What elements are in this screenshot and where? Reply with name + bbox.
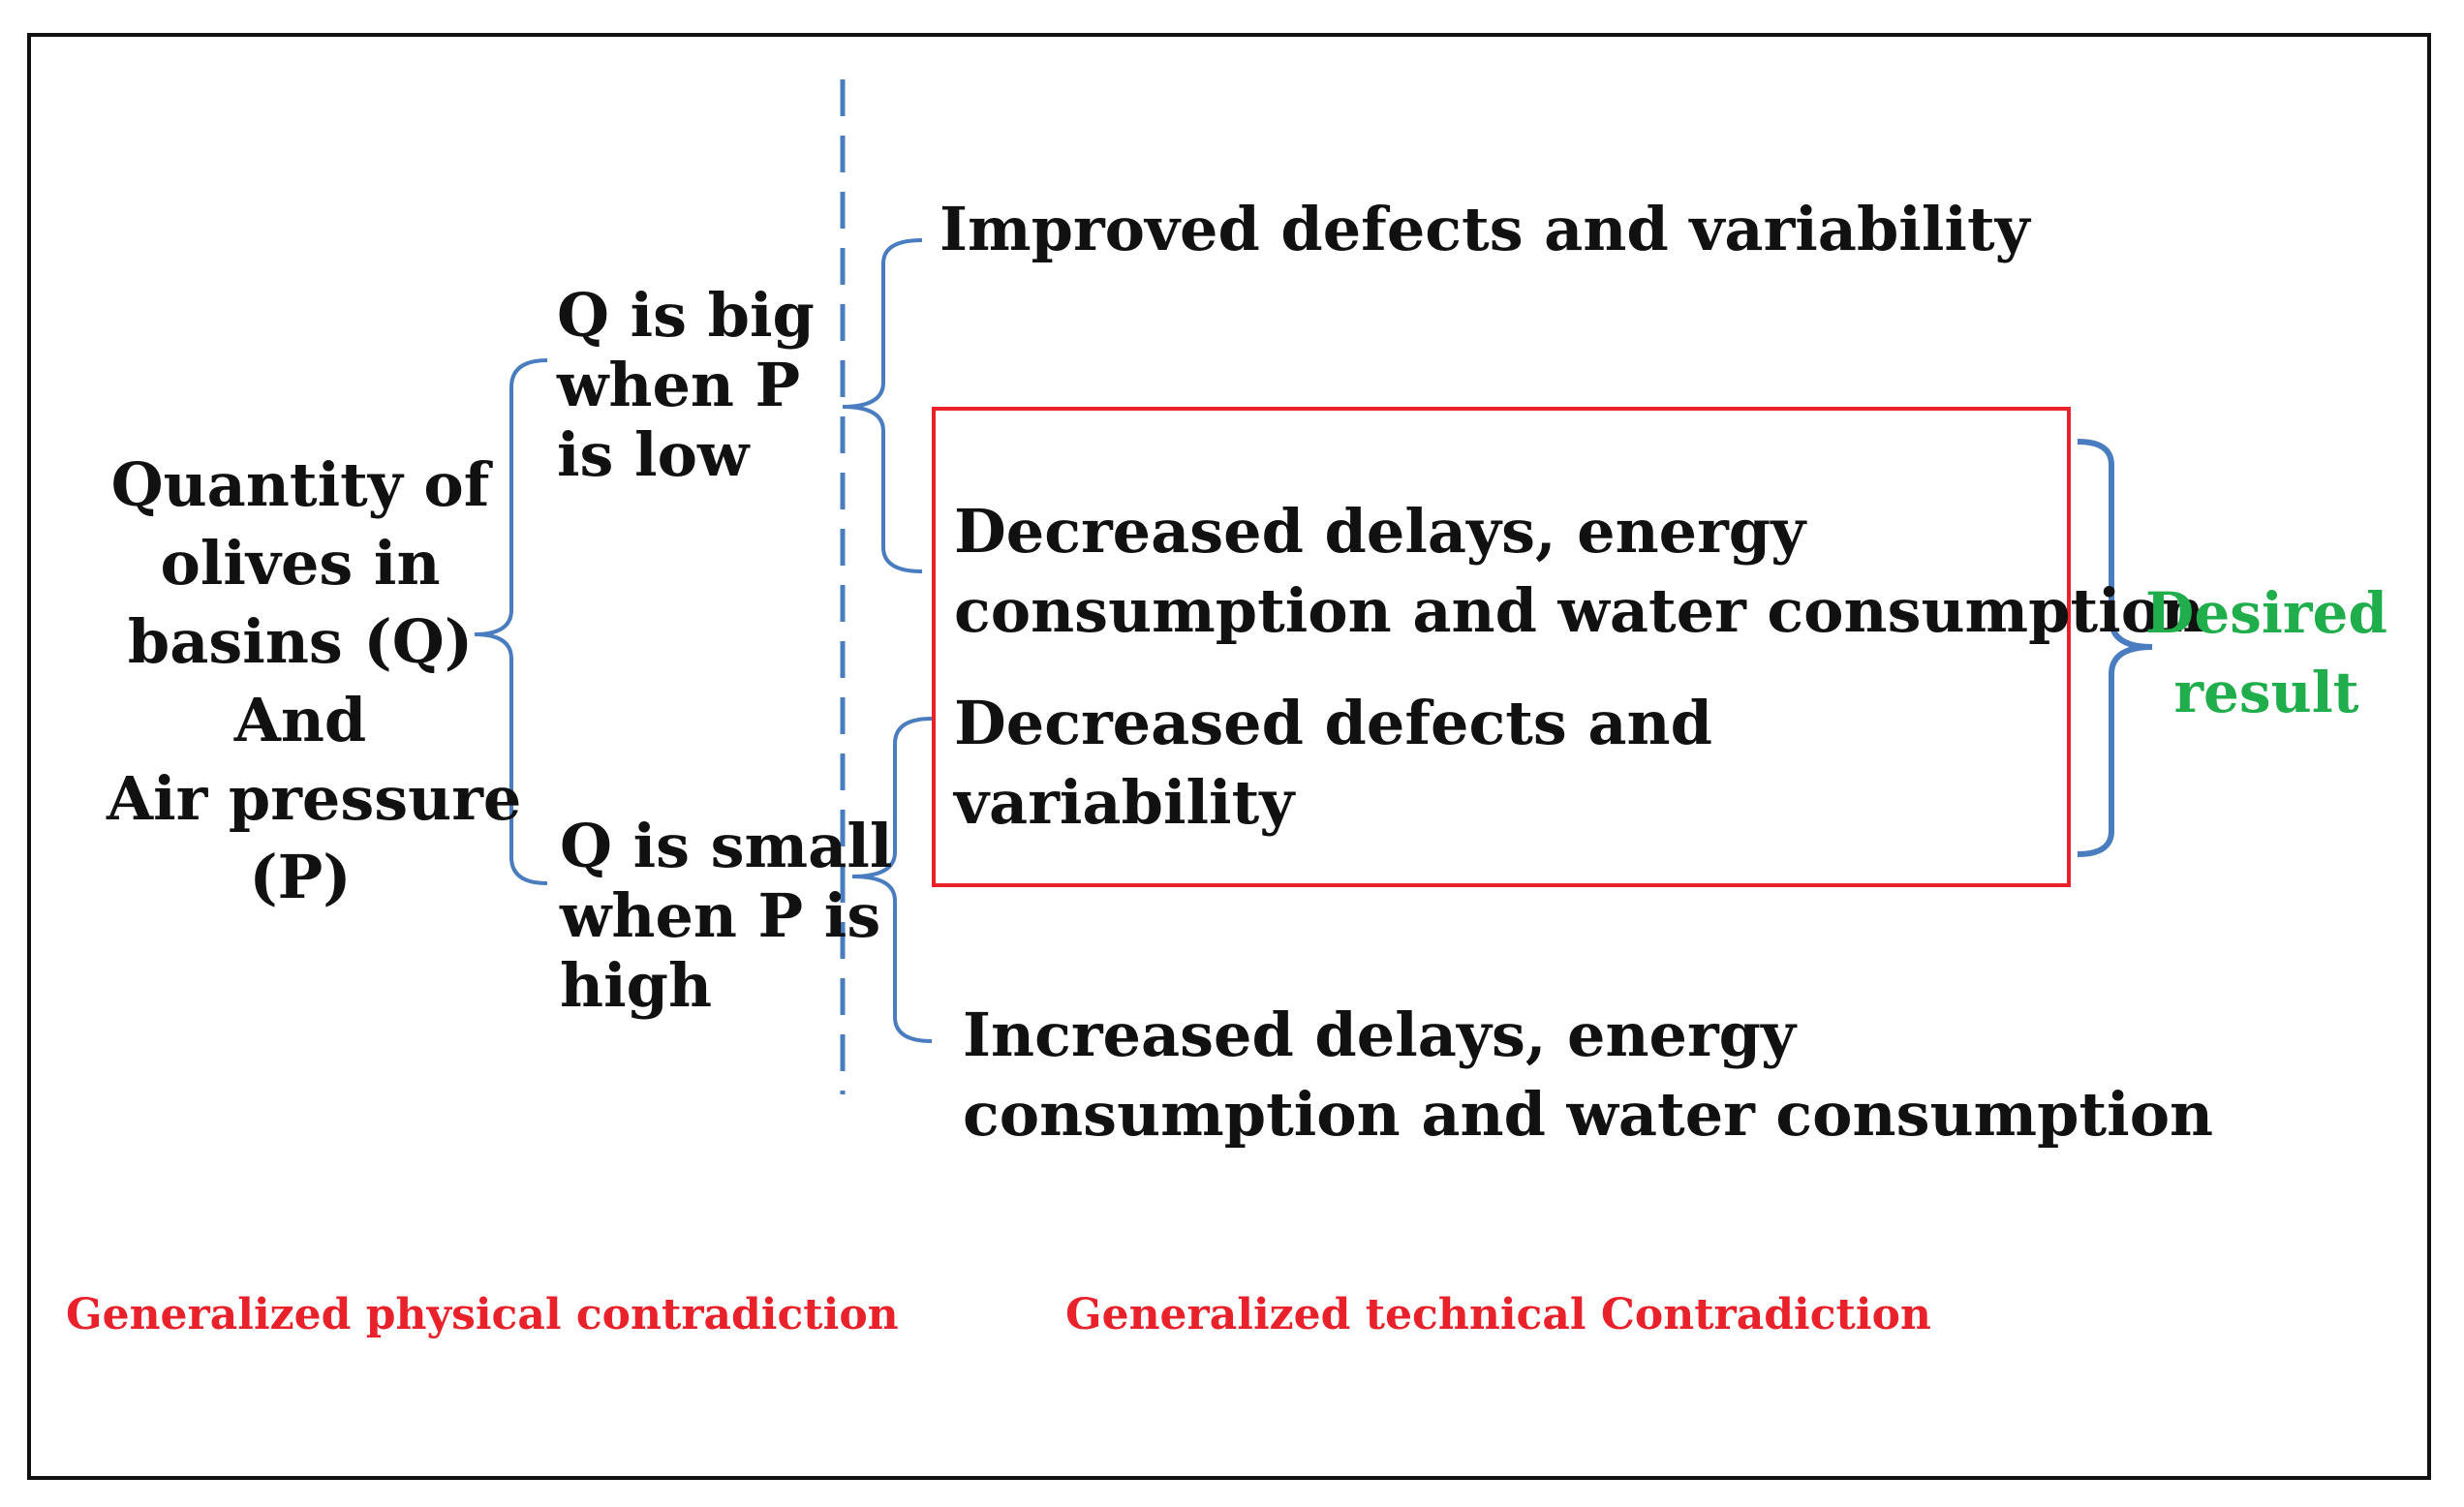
outcome-line: Decreased delays, energy [954, 496, 1806, 567]
outcome-line: consumption and water consumption [963, 1079, 2214, 1150]
desired-result-brace [2077, 439, 2153, 857]
lower-brace [851, 717, 933, 1043]
desired-outcomes-box [932, 407, 2071, 887]
branch-bottom-line: Q is small [560, 811, 893, 881]
concept-line: olives in [160, 528, 441, 599]
branch-q-big: Q is big when P is low [557, 281, 815, 490]
concept-line: (P) [249, 842, 352, 912]
outer-frame [27, 33, 2431, 1480]
footer-physical-contradiction: Generalized physical contradiction [66, 1290, 899, 1339]
footer-technical-contradiction: Generalized technical Contradiction [1065, 1290, 1931, 1339]
concept-line: Air pressure [107, 763, 522, 834]
upper-brace [842, 238, 923, 573]
desired-result-label: Desired result [2131, 573, 2402, 732]
concept-line: basins (Q) [127, 606, 474, 677]
branch-top-line: is low [557, 419, 750, 490]
desired-result-line: Desired [2145, 580, 2387, 646]
concept-line: And [233, 685, 367, 755]
branch-top-line: when P [557, 350, 801, 420]
outcome-decreased-delays: Decreased delays, energy consumption and… [954, 492, 2204, 651]
concept-line: Quantity of [110, 449, 490, 520]
outcome-decreased-defects: Decreased defects and variability [954, 684, 1712, 843]
outcome-line: Increased delays, energy [963, 1000, 1797, 1070]
concept-quantity-pressure: Quantity of olives in basins (Q) And Air… [107, 446, 522, 916]
branch-bottom-line: when P is [560, 880, 881, 951]
outcome-improved-defects: Improved defects and variability [939, 194, 2030, 264]
left-brace [474, 358, 548, 885]
outcome-line: Decreased defects and [954, 688, 1712, 758]
outcome-line: variability [954, 767, 1295, 838]
outcome-line: consumption and water consumption [954, 575, 2205, 646]
desired-result-line: result [2173, 660, 2359, 725]
branch-bottom-line: high [560, 950, 713, 1021]
branch-q-small: Q is small when P is high [560, 812, 892, 1021]
outcome-increased-delays: Increased delays, energy consumption and… [963, 996, 2213, 1154]
branch-top-line: Q is big [557, 280, 815, 351]
